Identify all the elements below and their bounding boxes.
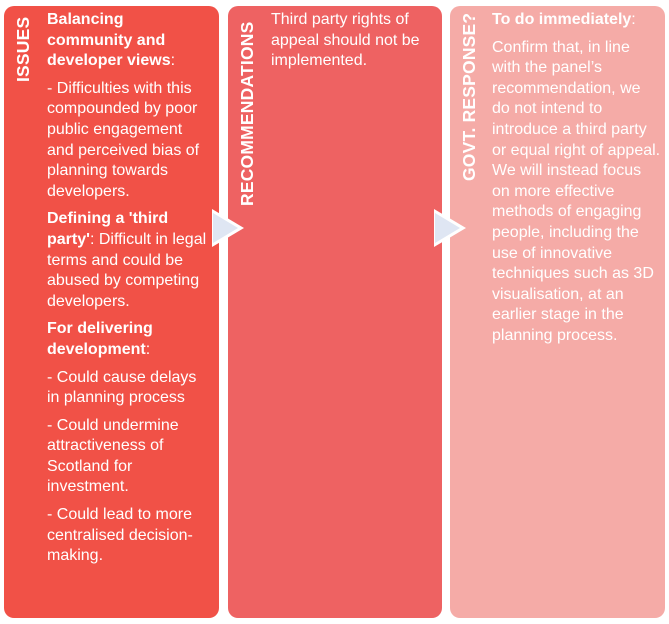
- response-text: Confirm that, in line with the panel’s r…: [492, 38, 661, 344]
- issue-item-difficulties: - Difficulties with this compounded by p…: [47, 79, 200, 200]
- recommendations-content: Third party rights of appeal should not …: [271, 10, 437, 79]
- response-heading-suffix: :: [631, 11, 636, 28]
- issue-item-centralised: - Could lead to more centralised decisio…: [47, 506, 193, 565]
- issue-heading-balancing-bold: Balancing community and developer views: [47, 11, 171, 70]
- recommendations-side-label-area: RECOMMENDATIONS: [228, 6, 649, 618]
- issue-item-delays: - Could cause delays in planning process: [47, 368, 197, 407]
- issue-item-attractiveness: - Could undermine attractiveness of Scot…: [47, 416, 179, 496]
- response-heading: To do immediately:: [492, 10, 662, 31]
- issues-content: Balancing community and developer views:…: [47, 10, 213, 574]
- response-content: To do immediately: Confirm that, in line…: [492, 10, 662, 354]
- response-heading-bold: To do immediately: [492, 11, 632, 28]
- issue-heading-balancing-suffix: :: [170, 52, 176, 70]
- issue-heading-third-party-text: : Difficult in legal terms and could be …: [47, 230, 207, 310]
- issue-heading-delivering: For delivering development:: [47, 319, 213, 360]
- arrow-right-icon-fill: [213, 213, 238, 243]
- response-panel: GOVT. RESPONSE? To do immediately: Confi…: [450, 6, 669, 618]
- recommendation-text: Third party rights of appeal should not …: [271, 11, 420, 70]
- arrow-right-icon-fill: [435, 213, 460, 243]
- response-side-label-area: GOVT. RESPONSE?: [450, 6, 669, 618]
- arrow-right-icon: [434, 209, 466, 247]
- arrow-right-icon: [212, 209, 244, 247]
- issue-heading-delivering-suffix: :: [145, 340, 151, 358]
- issues-side-label-area: ISSUES: [4, 6, 549, 618]
- recommendations-panel: RECOMMENDATIONS Third party rights of ap…: [228, 6, 649, 618]
- issues-panel: ISSUES Balancing community and developer…: [4, 6, 549, 618]
- issue-heading-third-party-bold: Defining a 'third party': [47, 210, 169, 248]
- issue-heading-delivering-bold: For delivering development: [47, 320, 153, 358]
- issue-heading-balancing: Balancing community and developer views:: [47, 10, 213, 72]
- issue-heading-third-party: Defining a 'third party': Difficult in l…: [47, 209, 213, 312]
